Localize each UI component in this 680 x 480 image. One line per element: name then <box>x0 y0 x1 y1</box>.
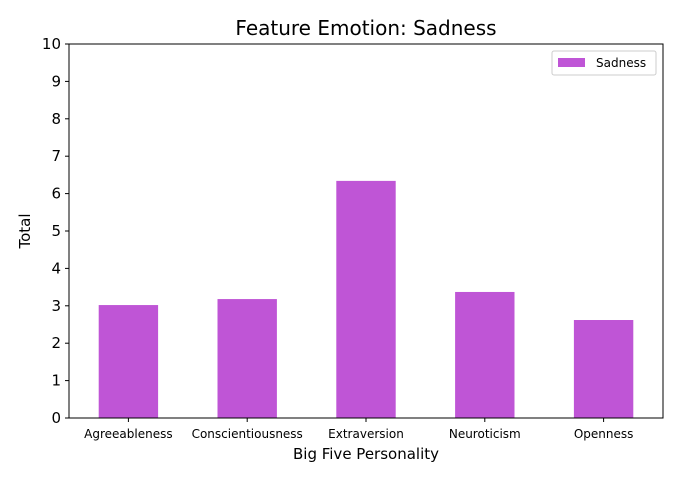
y-tick-label: 5 <box>51 222 61 240</box>
bar-neuroticism <box>455 291 515 418</box>
y-tick-label: 2 <box>51 334 61 352</box>
y-tick-label: 4 <box>51 259 61 277</box>
x-tick-label: Agreeableness <box>84 427 172 441</box>
x-tick-label: Conscientiousness <box>192 427 303 441</box>
x-axis-ticks: Agreeableness Conscientiousness Extraversi… <box>84 418 633 441</box>
x-axis-label: Big Five Personality <box>293 445 439 463</box>
legend-label: Sadness <box>596 56 646 70</box>
y-tick-label: 9 <box>51 72 61 90</box>
bar-openness <box>573 320 634 418</box>
legend-box <box>551 50 657 76</box>
y-axis-label: Total <box>16 213 34 249</box>
y-tick-label: 0 <box>51 409 61 427</box>
plot-frame <box>68 43 664 419</box>
bar-conscientiousness <box>217 299 277 418</box>
x-tick-label: Openness <box>574 427 634 441</box>
y-tick-label: 7 <box>51 147 61 165</box>
x-tick-label: Extraversion <box>328 427 404 441</box>
chart-title: Feature Emotion: Sadness <box>235 16 496 40</box>
bars-group <box>98 180 634 418</box>
y-tick-label: 10 <box>42 35 61 53</box>
y-tick-label: 6 <box>51 185 61 203</box>
bar-agreeableness <box>98 305 159 418</box>
y-tick-label: 8 <box>51 110 61 128</box>
x-tick-label: Neuroticism <box>449 427 521 441</box>
y-axis-ticks: 0 1 2 3 4 5 6 7 8 9 10 <box>42 35 69 427</box>
legend: Sadness <box>551 50 657 76</box>
bar-extraversion <box>336 180 396 418</box>
legend-swatch <box>558 58 585 67</box>
y-tick-label: 1 <box>51 372 61 390</box>
y-tick-label: 3 <box>51 297 61 315</box>
